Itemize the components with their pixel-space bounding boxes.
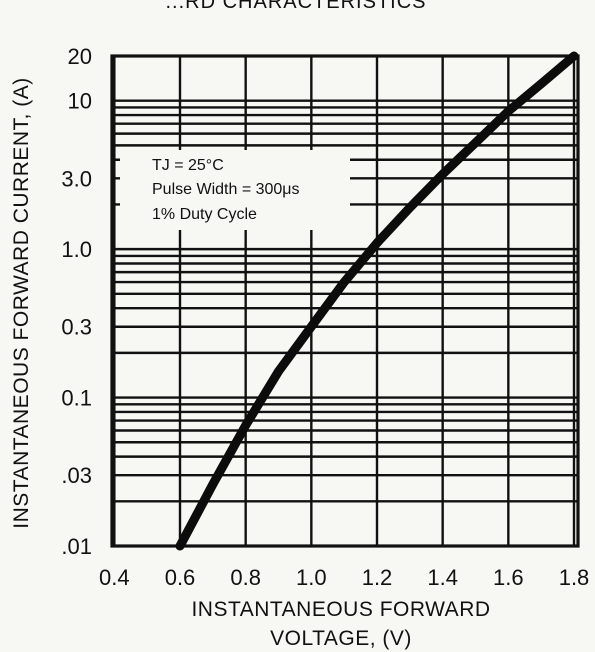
annotation-box: TJ = 25°C Pulse Width = 300μs 1% Duty Cy…: [120, 150, 350, 230]
annotation-duty-cycle: 1% Duty Cycle: [152, 206, 257, 223]
x-axis-title-line2: VOLTAGE, (V): [270, 627, 412, 650]
x-tick-label: 1.2: [362, 565, 393, 590]
x-tick-labels: 0.4 0.6 0.8 1.0 1.2 1.4 1.6 1.8: [99, 565, 589, 590]
y-axis-title: INSTANTANEOUS FORWARD CURRENT, (A): [10, 77, 33, 528]
annotation-background: [120, 150, 350, 230]
x-tick-label: 0.6: [165, 565, 196, 590]
forward-characteristic-curve: [175, 51, 579, 551]
x-tick-label: 1.0: [296, 565, 327, 590]
y-tick-label: .01: [61, 534, 92, 559]
curve-layer: [175, 51, 579, 551]
y-tick-label: .03: [61, 463, 92, 488]
x-tick-label: 0.4: [99, 565, 130, 590]
annotation-temperature: TJ = 25°C: [152, 157, 224, 174]
y-tick-label: 3.0: [61, 166, 92, 191]
y-tick-labels: .01 .03 0.1 0.3 1.0 3.0 10 20: [61, 44, 92, 559]
annotation-pulse-width: Pulse Width = 300μs: [152, 181, 300, 198]
chart-title: ...RD CHARACTERISTICS: [165, 0, 426, 13]
x-tick-label: 1.8: [559, 565, 590, 590]
grid: [110, 54, 580, 548]
y-tick-label: 20: [68, 44, 92, 69]
y-tick-label: 1.0: [61, 237, 92, 262]
x-tick-label: 0.8: [230, 565, 261, 590]
x-axis-title-line1: INSTANTANEOUS FORWARD: [191, 598, 490, 621]
y-tick-label: 10: [68, 89, 92, 114]
plot-frame: [110, 54, 580, 548]
x-tick-label: 1.4: [427, 565, 458, 590]
y-tick-label: 0.1: [61, 386, 92, 411]
y-tick-label: 0.3: [61, 315, 92, 340]
x-tick-label: 1.6: [493, 565, 524, 590]
